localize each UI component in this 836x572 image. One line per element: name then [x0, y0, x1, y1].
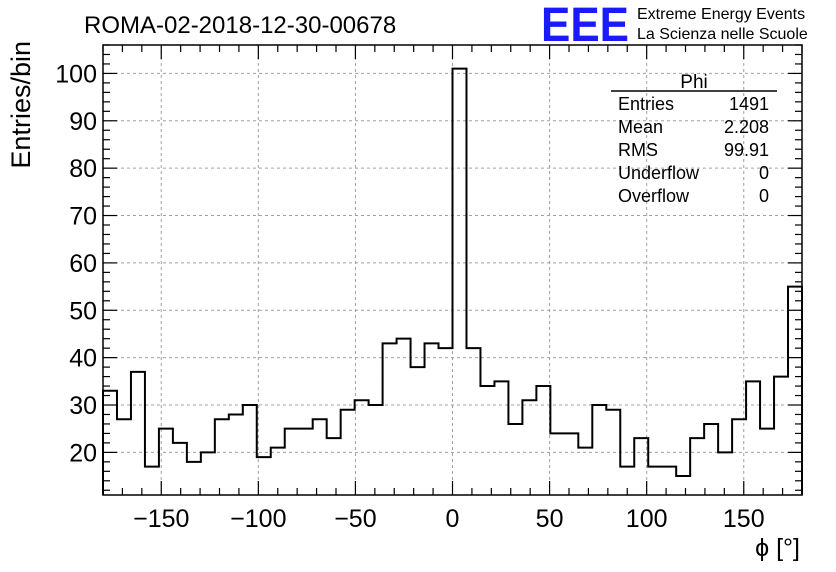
eee-logo-line2: La Scienza nelle Scuole [637, 26, 808, 43]
x-tick-label: 150 [723, 505, 765, 533]
histogram-bin [536, 386, 550, 495]
histogram-bin [704, 424, 718, 495]
x-tick-labels: −150 −100 −50 0 50 100 150 [133, 505, 765, 533]
histogram-bin [341, 410, 355, 495]
histogram-bin [690, 438, 704, 495]
histogram-bin [439, 348, 453, 495]
stats-row-label: Entries [618, 94, 674, 114]
y-tick-label: 80 [69, 155, 97, 183]
histogram-bin [369, 405, 383, 495]
stats-row-label: Underflow [618, 163, 700, 183]
y-tick-label: 50 [69, 297, 97, 325]
histogram-bin [201, 452, 215, 495]
stats-row-label: Mean [618, 117, 663, 137]
histogram-bin [397, 339, 411, 495]
histogram-bin [564, 433, 578, 495]
eee-logo: EEE Extreme Energy Events La Scienza nel… [541, 0, 808, 52]
plot-frame [102, 44, 803, 496]
histogram-bin [383, 343, 397, 495]
y-tick-label: 90 [69, 108, 97, 136]
histogram-bin [229, 414, 243, 495]
axis-ticks [102, 44, 803, 495]
histogram-bin [550, 433, 564, 495]
histogram-bin [425, 343, 439, 495]
histogram-bin [145, 467, 159, 495]
histogram-bin [215, 419, 229, 495]
eee-logo-mark: EEE [541, 0, 629, 52]
histogram-bin [480, 386, 494, 495]
stats-row-value: 0 [759, 163, 769, 183]
chart-title: ROMA-02-2018-12-30-00678 [84, 12, 396, 39]
histogram-bin [187, 462, 201, 495]
histogram-bin [453, 69, 467, 495]
y-tick-label: 40 [69, 345, 97, 373]
histogram-bin [411, 367, 425, 495]
histogram-bin [494, 381, 508, 495]
eee-logo-line1: Extreme Energy Events [637, 6, 805, 23]
stats-title: Phi [680, 72, 707, 93]
histogram-bin [313, 419, 327, 495]
y-tick-label: 30 [69, 392, 97, 420]
x-tick-label: −150 [133, 505, 189, 533]
stats-row-value: 1491 [729, 94, 769, 114]
histogram-bin [592, 405, 606, 495]
histogram-bin [676, 476, 690, 495]
y-tick-label: 100 [55, 60, 97, 88]
x-axis-label: ϕ [°] [755, 534, 800, 562]
histogram-bin [760, 429, 774, 495]
histogram-bin [508, 424, 522, 495]
histogram-bin [285, 429, 299, 495]
x-tick-label: −100 [230, 505, 286, 533]
histogram-bin [117, 419, 131, 495]
histogram-bin [466, 348, 480, 495]
x-tick-label: 0 [446, 505, 460, 533]
y-tick-label: 20 [69, 439, 97, 467]
histogram-bin [299, 429, 313, 495]
histogram-bin [522, 400, 536, 495]
histogram-bin [718, 452, 732, 495]
histogram-bin [788, 287, 802, 495]
histogram-bin [271, 448, 285, 495]
histogram-bin [578, 448, 592, 495]
histogram-bin [746, 381, 760, 495]
stats-row-value: 2.208 [724, 117, 769, 137]
histogram-bin [774, 377, 788, 495]
stats-row-value: 99.91 [724, 140, 769, 160]
histogram-bin [355, 400, 369, 495]
x-tick-label: −50 [334, 505, 376, 533]
histogram-bin [327, 438, 341, 495]
stats-row-label: Overflow [618, 186, 690, 206]
histogram-bin [173, 443, 187, 495]
histogram-bin [662, 467, 676, 495]
y-tick-labels: 20 30 40 50 60 70 80 90 100 [55, 60, 97, 467]
histogram-outline [102, 67, 803, 495]
x-tick-label: 100 [626, 505, 668, 533]
histogram-bin [243, 405, 257, 495]
histogram-bin [131, 372, 145, 495]
stats-row-value: 0 [759, 186, 769, 206]
y-axis-label: Entries/bin [6, 41, 36, 169]
y-tick-label: 60 [69, 250, 97, 278]
stats-box: Phi Entries 1491 Mean 2.208 RMS 99.91 Underflo… [611, 72, 777, 206]
stats-row-label: RMS [618, 140, 658, 160]
x-tick-label: 50 [536, 505, 564, 533]
y-tick-label: 70 [69, 203, 97, 231]
histogram-bin [648, 467, 662, 495]
